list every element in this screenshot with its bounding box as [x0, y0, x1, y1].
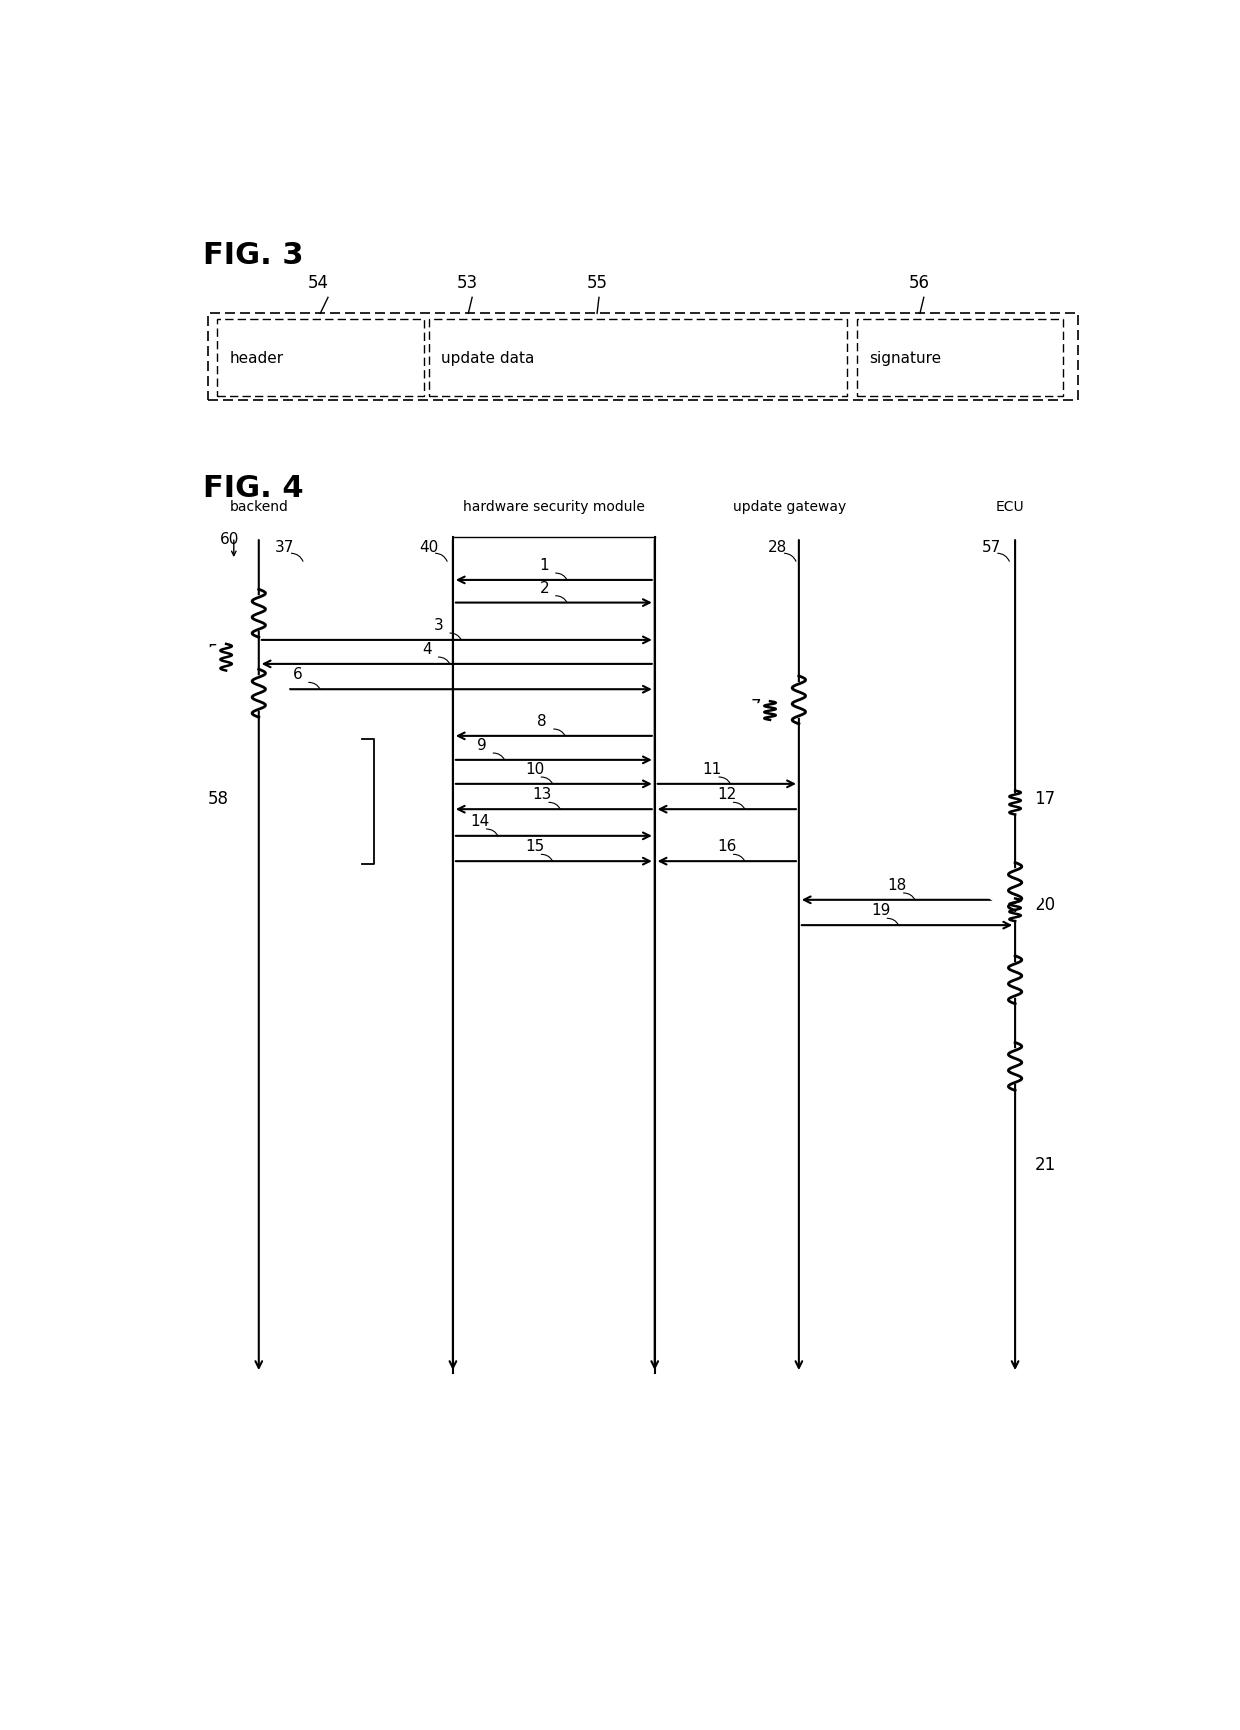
- Text: update gateway: update gateway: [733, 500, 846, 514]
- Text: update data: update data: [441, 351, 534, 365]
- Text: 17: 17: [1034, 789, 1055, 808]
- Bar: [857, 320, 1063, 396]
- Text: 12: 12: [717, 787, 737, 801]
- Text: 9: 9: [477, 737, 486, 753]
- Text: 55: 55: [587, 273, 608, 292]
- Text: FIG. 4: FIG. 4: [203, 474, 304, 503]
- Text: 58: 58: [208, 789, 229, 808]
- Text: 15: 15: [525, 839, 544, 853]
- Text: 21: 21: [1034, 1156, 1055, 1173]
- Text: 56: 56: [909, 273, 930, 292]
- Text: header: header: [229, 351, 284, 365]
- Text: 16: 16: [717, 839, 737, 853]
- Bar: [208, 315, 1078, 401]
- Text: 14: 14: [470, 813, 490, 829]
- Text: 57: 57: [982, 540, 1001, 554]
- Text: 40: 40: [419, 540, 439, 554]
- Text: 2: 2: [539, 580, 549, 595]
- Text: 53: 53: [456, 273, 477, 292]
- Text: 8: 8: [537, 713, 547, 728]
- Text: 18: 18: [888, 877, 906, 893]
- Text: 5: 5: [208, 642, 218, 661]
- Text: hardware security module: hardware security module: [463, 500, 645, 514]
- Text: 11: 11: [703, 761, 722, 777]
- Text: 10: 10: [525, 761, 544, 777]
- Text: 3: 3: [434, 618, 444, 633]
- Text: 4: 4: [422, 642, 432, 656]
- Text: signature: signature: [869, 351, 941, 365]
- Bar: [429, 320, 847, 396]
- Text: 7: 7: [751, 697, 761, 714]
- Text: 20: 20: [1034, 896, 1055, 913]
- Text: 37: 37: [275, 540, 295, 554]
- Text: 19: 19: [870, 903, 890, 917]
- Text: 54: 54: [308, 273, 329, 292]
- Text: 6: 6: [293, 666, 303, 682]
- Text: 60: 60: [221, 531, 239, 547]
- Text: 13: 13: [533, 787, 552, 801]
- Text: 1: 1: [539, 557, 549, 573]
- Text: 28: 28: [768, 540, 787, 554]
- Text: ECU: ECU: [996, 500, 1024, 514]
- Bar: [217, 320, 424, 396]
- Text: backend: backend: [229, 500, 288, 514]
- Text: FIG. 3: FIG. 3: [203, 240, 304, 270]
